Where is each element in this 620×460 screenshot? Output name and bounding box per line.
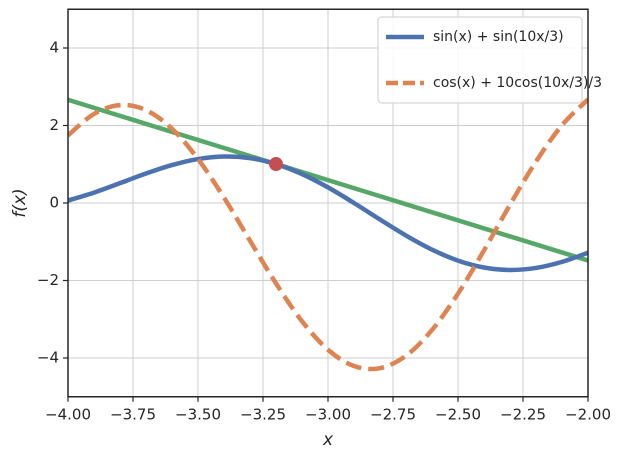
legend-label: sin(x) + sin(10x/3) <box>433 29 564 45</box>
tangent-line <box>68 97 588 263</box>
plot-lines <box>68 97 588 372</box>
x-tick-label: −2.00 <box>565 405 611 423</box>
y-tick-label: −2 <box>37 271 59 289</box>
highlight-point <box>269 157 283 172</box>
x-tick-label: −2.25 <box>500 405 546 423</box>
y-tick-label: 0 <box>49 194 59 212</box>
legend: sin(x) + sin(10x/3) cos(x) + 10cos(10x/3)… <box>377 16 602 104</box>
series-line <box>68 154 588 273</box>
y-axis-label: f(x) <box>10 188 30 217</box>
x-tick-label: −3.75 <box>110 405 156 423</box>
x-axis-label: x <box>322 430 334 450</box>
series-line <box>68 97 588 372</box>
y-tick-label: 4 <box>49 39 59 57</box>
x-tick-label: −3.00 <box>305 405 351 423</box>
y-tick-label: −4 <box>37 349 59 367</box>
x-tick-label: −4.00 <box>45 405 91 423</box>
x-tick-label: −3.25 <box>240 405 286 423</box>
legend-box <box>377 16 583 104</box>
legend-label: cos(x) + 10cos(10x/3)/3 <box>433 75 602 91</box>
x-tick-label: −3.50 <box>175 405 221 423</box>
x-tick-label: −2.75 <box>370 405 416 423</box>
x-tick-label: −2.50 <box>435 405 481 423</box>
y-tick-label: 2 <box>49 116 59 134</box>
